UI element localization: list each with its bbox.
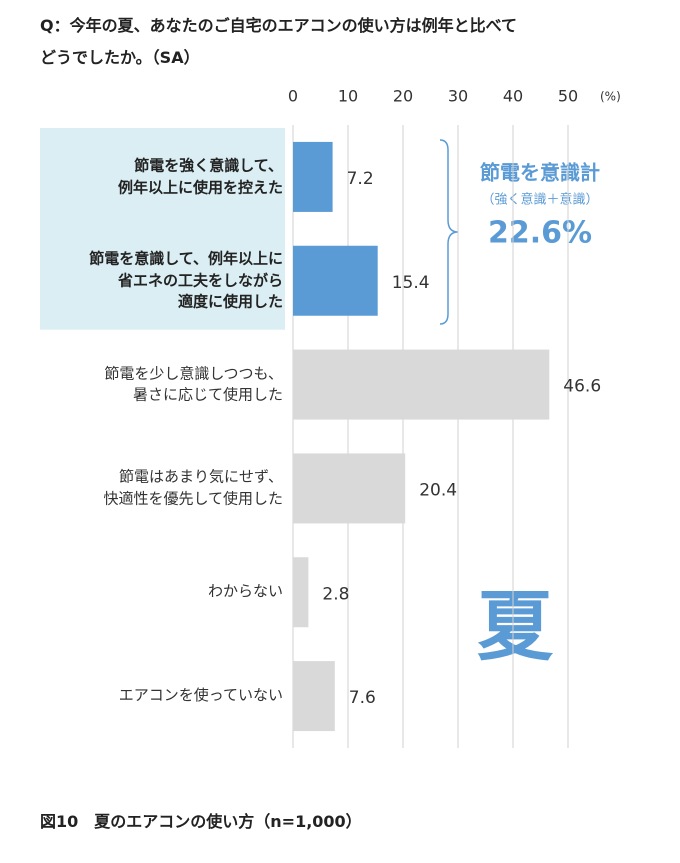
x-tick-label: 40 xyxy=(503,87,523,106)
bar xyxy=(293,661,335,732)
x-tick-label: 50 xyxy=(558,87,578,106)
x-tick-label: 10 xyxy=(338,87,358,106)
x-unit: (%) xyxy=(600,90,621,104)
highlight-background xyxy=(40,128,285,330)
title: Q：今年の夏、あなたのご自宅のエアコンの使い方は例年と比べて どうでしたか。（S… xyxy=(40,16,517,67)
bar xyxy=(293,557,309,628)
value-label: 7.6 xyxy=(349,688,376,708)
brace xyxy=(439,139,459,325)
bar xyxy=(293,453,406,524)
bar xyxy=(293,349,550,420)
value-label: 20.4 xyxy=(419,480,457,500)
group-total: 22.6% xyxy=(488,216,592,251)
value-label: 15.4 xyxy=(392,273,430,293)
value-label: 7.2 xyxy=(347,169,374,189)
bar xyxy=(293,141,333,212)
x-tick-label: 30 xyxy=(448,87,468,106)
category-label: 節電を意識して、例年以上に 省エネの工夫をしながら 適度に使用した xyxy=(89,249,283,311)
x-tick-label: 0 xyxy=(288,87,298,106)
category-label: 節電を少し意識しつつも、 暑さに応じて使用した xyxy=(104,363,283,404)
group-label: 節電を意識計 xyxy=(480,161,600,185)
x-tick-label: 20 xyxy=(393,87,413,106)
group-note: （強く意識＋意識） xyxy=(481,192,598,208)
season: 夏 xyxy=(477,582,554,671)
bar xyxy=(293,245,378,316)
value-label: 2.8 xyxy=(322,584,349,604)
category-label: エアコンを使っていない xyxy=(118,686,283,705)
category-label: 節電はあまり気にせず、 快適性を優先して使用した xyxy=(103,467,283,508)
category-label: 節電を強く意識して、 例年以上に使用を控えた xyxy=(117,156,283,196)
caption: 図10 夏のエアコンの使い方（n=1,000） xyxy=(40,812,362,831)
category-label: わからない xyxy=(207,582,283,601)
value-label: 46.6 xyxy=(563,377,601,397)
